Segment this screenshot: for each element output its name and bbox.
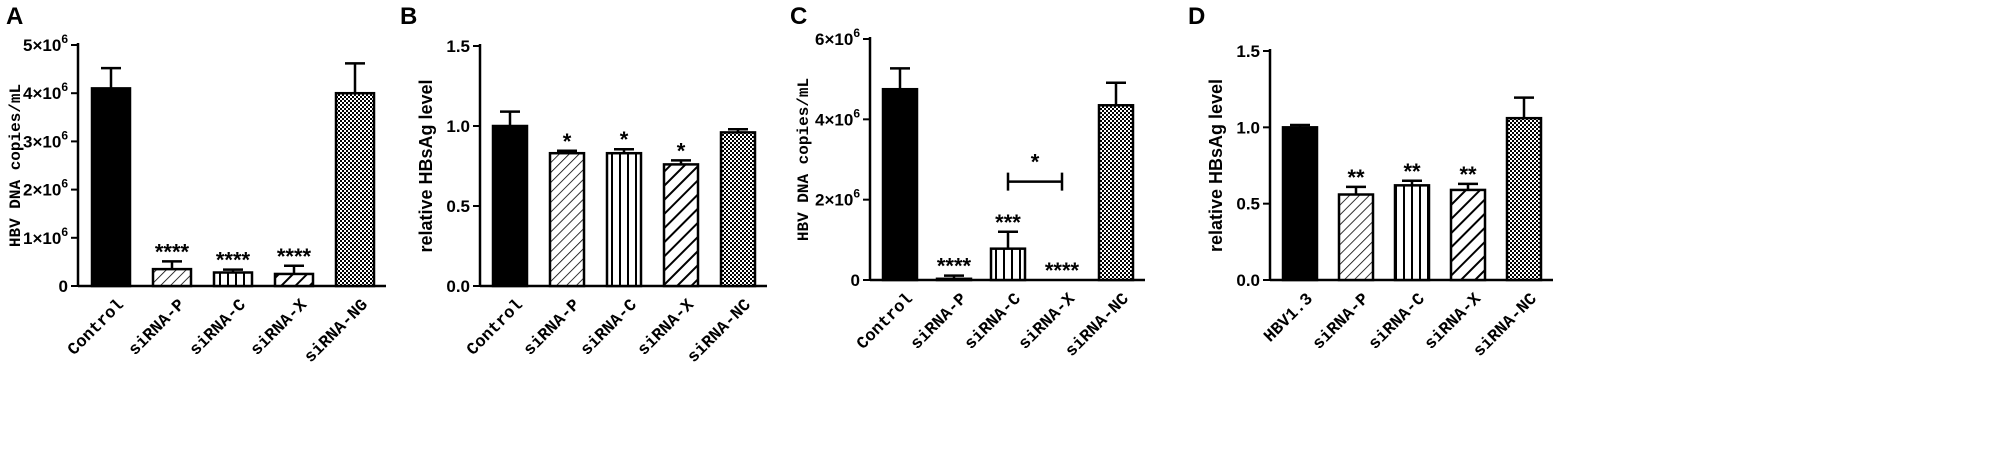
y-tick-label: 1×106 xyxy=(23,225,68,248)
error-bar xyxy=(223,268,243,273)
x-tick-label: Control xyxy=(65,296,129,360)
y-tick-label: 1.5 xyxy=(446,37,470,56)
panel-a: A 0 1×106 2×106 3×106 4×106 5×106 HBV DNA copie… xyxy=(6,3,386,367)
error-bar xyxy=(1290,123,1310,128)
significance-label: *** xyxy=(995,210,1021,235)
bar-sirna-p xyxy=(151,267,193,288)
bar-sirna-nc xyxy=(1505,116,1543,282)
bar-sirna-x xyxy=(662,163,700,288)
error-bar xyxy=(1458,182,1478,190)
bar-sirna-p xyxy=(548,151,586,288)
bar-sirna-x xyxy=(273,272,315,288)
error-bar xyxy=(671,159,691,165)
y-tick-label: 6×106 xyxy=(815,26,860,49)
bar-sirna-p xyxy=(1337,193,1375,282)
x-tick-label: Control xyxy=(854,290,918,354)
y-tick-label: 0.0 xyxy=(446,277,470,296)
error-bar xyxy=(944,274,964,279)
y-tick-label: 4×106 xyxy=(815,106,860,129)
panel-letter: B xyxy=(400,3,417,30)
y-axis-label: HBV DNA copies/mL xyxy=(7,84,25,247)
y-tick-label: 1.0 xyxy=(446,117,470,136)
y-tick-label: 0.5 xyxy=(446,197,470,216)
y-axis-label: relative HBsAg level xyxy=(416,79,436,252)
x-tick-label: siRNA-NG xyxy=(301,296,372,367)
error-bar xyxy=(728,127,748,133)
y-tick-label: 1.5 xyxy=(1236,42,1260,61)
significance-label: ** xyxy=(1459,162,1477,187)
significance-label: * xyxy=(563,129,572,154)
x-tick-label: siRNA-C xyxy=(962,290,1026,354)
significance-label: ** xyxy=(1347,165,1365,190)
y-tick-label: 0 xyxy=(851,271,860,290)
bar-sirna-c xyxy=(605,151,643,288)
x-tick-label: siRNA-C xyxy=(1366,290,1430,354)
significance-label: ** xyxy=(1403,159,1421,184)
significance-label: * xyxy=(620,127,629,152)
x-tick-label: siRNA-X xyxy=(248,296,312,360)
x-tick-label: siRNA-C xyxy=(578,296,642,360)
x-tick-label: Control xyxy=(464,296,528,360)
panel-letter: D xyxy=(1188,3,1205,30)
significance-label: * xyxy=(677,138,686,163)
bar-control xyxy=(881,87,919,282)
error-bar xyxy=(1346,185,1366,195)
y-tick-label: 5×106 xyxy=(23,32,68,55)
comparison-bracket xyxy=(1006,172,1064,191)
y-tick-label: 0.0 xyxy=(1236,271,1260,290)
significance-label: **** xyxy=(937,254,972,279)
error-bar xyxy=(1402,179,1422,186)
error-bar xyxy=(1514,96,1534,119)
x-tick-label: siRNA-P xyxy=(908,290,972,354)
panel-c: C 0 2×106 4×106 6×106 HBV DNA copies/mL Contro… xyxy=(790,3,1145,361)
bar-control xyxy=(90,87,132,288)
significance-label: **** xyxy=(1045,258,1080,283)
error-bar xyxy=(101,66,121,89)
error-bar xyxy=(998,230,1018,249)
bar-sirna-nc xyxy=(1097,104,1135,282)
x-tick-label: HBV1.3 xyxy=(1261,290,1318,347)
bar-sirna-ng xyxy=(334,91,376,288)
x-tick-label: siRNA-P xyxy=(1310,290,1374,354)
y-tick-label: 2×106 xyxy=(23,177,68,200)
bar-sirna-c xyxy=(212,271,254,288)
error-bar xyxy=(284,264,304,274)
panel-d: D 0.0 0.5 1.0 1.5 relative HBsAg level HBV1.3 *… xyxy=(1188,3,1553,361)
error-bar xyxy=(614,147,634,154)
y-tick-label: 0 xyxy=(59,277,68,296)
bar-hbv1.3 xyxy=(1281,126,1319,282)
error-bar xyxy=(500,110,520,126)
panel-b: B 0.0 0.5 1.0 1.5 relative HBsAg level Control… xyxy=(400,3,767,367)
x-tick-label: siRNA-P xyxy=(126,296,190,360)
error-bar xyxy=(345,62,365,94)
y-tick-label: 1.0 xyxy=(1236,118,1260,137)
bar-sirna-nc xyxy=(719,131,757,288)
significance-label: **** xyxy=(277,244,312,269)
significance-label: **** xyxy=(155,239,190,264)
bar-sirna-c xyxy=(989,247,1027,282)
panel-letter: A xyxy=(6,3,23,30)
error-bar xyxy=(890,67,910,90)
significance-label: **** xyxy=(216,248,251,273)
y-axis-label: relative HBsAg level xyxy=(1206,79,1226,252)
bar-sirna-p xyxy=(935,277,973,282)
y-tick-label: 0.5 xyxy=(1236,195,1260,214)
error-bar xyxy=(162,260,182,270)
y-tick-label: 2×106 xyxy=(815,187,860,210)
bar-control xyxy=(491,124,529,288)
error-bar xyxy=(557,149,577,154)
y-tick-label: 4×106 xyxy=(23,80,68,103)
panel-letter: C xyxy=(790,3,807,30)
y-tick-label: 3×106 xyxy=(23,128,68,151)
bar-sirna-c xyxy=(1393,184,1431,282)
x-tick-label: siRNA-C xyxy=(187,296,251,360)
bracket-significance-label: * xyxy=(1031,150,1040,175)
bar-sirna-x xyxy=(1449,188,1487,282)
y-axis-label: HBV DNA copies/mL xyxy=(795,78,813,241)
x-tick-label: siRNA-P xyxy=(521,296,585,360)
error-bar xyxy=(1106,81,1126,106)
